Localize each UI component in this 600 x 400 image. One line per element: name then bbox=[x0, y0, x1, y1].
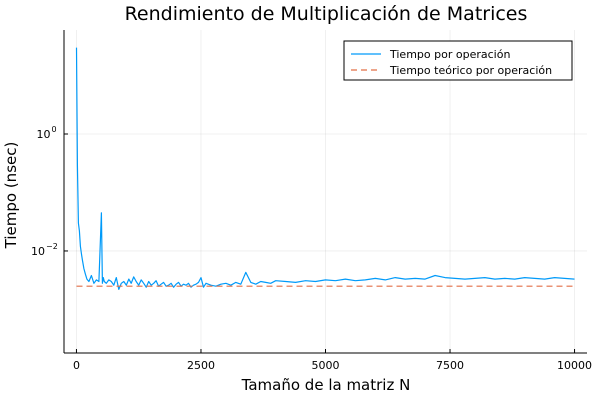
legend-box bbox=[343, 40, 573, 81]
y-axis-label: Tiempo (nsec) bbox=[2, 142, 20, 250]
x-tick-label: 2500 bbox=[187, 359, 215, 372]
y-tick-label: 10 0 bbox=[37, 125, 57, 141]
y-tick-base: 10 bbox=[31, 245, 45, 258]
y-tick-base: 10 bbox=[37, 128, 51, 141]
legend-label-teorico: Tiempo teórico por operación bbox=[389, 64, 552, 77]
x-tick-label: 5000 bbox=[312, 359, 340, 372]
x-axis-label: Tamaño de la matriz N bbox=[241, 376, 411, 394]
legend-label-tiempo: Tiempo por operación bbox=[389, 48, 510, 61]
x-tick-label: 10000 bbox=[557, 359, 592, 372]
series-layer bbox=[75, 47, 575, 290]
x-tick-label: 7500 bbox=[436, 359, 464, 372]
y-tick-exponent: −2 bbox=[46, 242, 58, 251]
series-line-0 bbox=[75, 47, 575, 290]
axes bbox=[63, 30, 587, 354]
x-tick-label: 0 bbox=[73, 359, 80, 372]
chart-title: Rendimiento de Multiplicación de Matrice… bbox=[125, 3, 528, 25]
legend: Tiempo por operación Tiempo teórico por … bbox=[343, 40, 573, 81]
y-tick-exponent: 0 bbox=[52, 125, 57, 134]
y-tick-label: 10 −2 bbox=[31, 242, 58, 258]
